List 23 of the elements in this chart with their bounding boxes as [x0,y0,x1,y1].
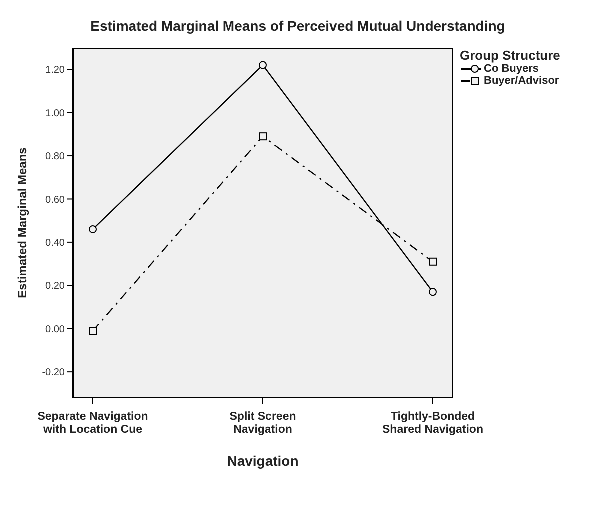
x-axis-title: Navigation [227,453,299,469]
y-tick-label: 0.20 [46,281,66,292]
legend-title: Group Structure [460,48,560,63]
y-tick-label: 1.00 [46,108,66,120]
x-tick-label: Tightly-Bonded Shared Navigation [382,411,484,436]
legend-label: Co Buyers [484,63,540,75]
point [89,327,97,336]
y-tick-label: 0.60 [46,194,66,206]
y-tick-label: 1.20 [46,65,66,76]
chart-title: Estimated Marginal Means of Perceived Mutual Understanding [90,18,506,34]
point [429,288,437,296]
y-tick-label: 0.00 [46,324,66,336]
y-axis-title: Estimated Marginal Means [15,147,30,298]
x-tick-label: Split Screen Navigation [230,411,296,436]
y-tick-label: 0.80 [46,152,66,163]
point [429,258,437,266]
point [259,132,267,141]
point [259,61,267,70]
legend-label: Buyer/Advisor [484,75,560,87]
x-tick-label: Separate Navigation with Location Cue [38,411,148,436]
point [89,225,97,234]
y-tick-label: 0.40 [46,238,66,249]
y-tick-label: -0.20 [42,368,66,379]
